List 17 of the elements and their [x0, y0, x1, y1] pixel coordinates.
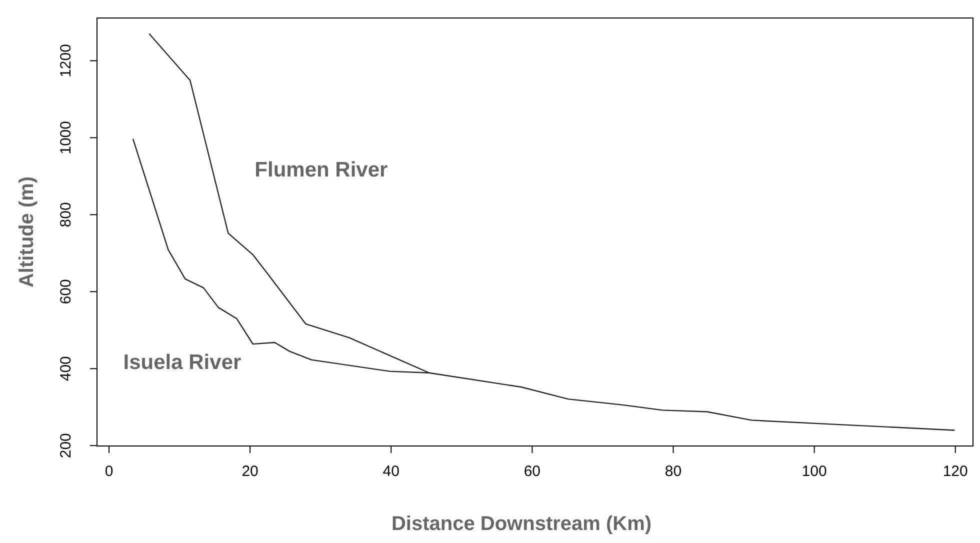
y-tick-label: 200 — [57, 433, 74, 458]
x-tick-label: 100 — [802, 463, 827, 480]
y-axis-title: Altitude (m) — [16, 176, 38, 288]
y-tick-label: 800 — [57, 202, 74, 228]
x-axis-title: Distance Downstream (Km) — [391, 513, 652, 535]
y-tick-label: 400 — [57, 356, 74, 382]
series-label: Isuela River — [123, 350, 242, 374]
y-tick-label: 1200 — [57, 44, 74, 78]
x-tick-label: 20 — [242, 463, 258, 480]
y-tick-label: 600 — [57, 279, 74, 304]
y-tick-label: 1000 — [57, 121, 74, 154]
x-tick-label: 40 — [382, 463, 400, 480]
series-label: Flumen River — [254, 158, 388, 182]
x-tick-label: 60 — [524, 463, 541, 480]
x-tick-label: 120 — [942, 463, 968, 480]
x-tick-label: 80 — [664, 463, 682, 480]
x-tick-label: 0 — [104, 463, 114, 480]
